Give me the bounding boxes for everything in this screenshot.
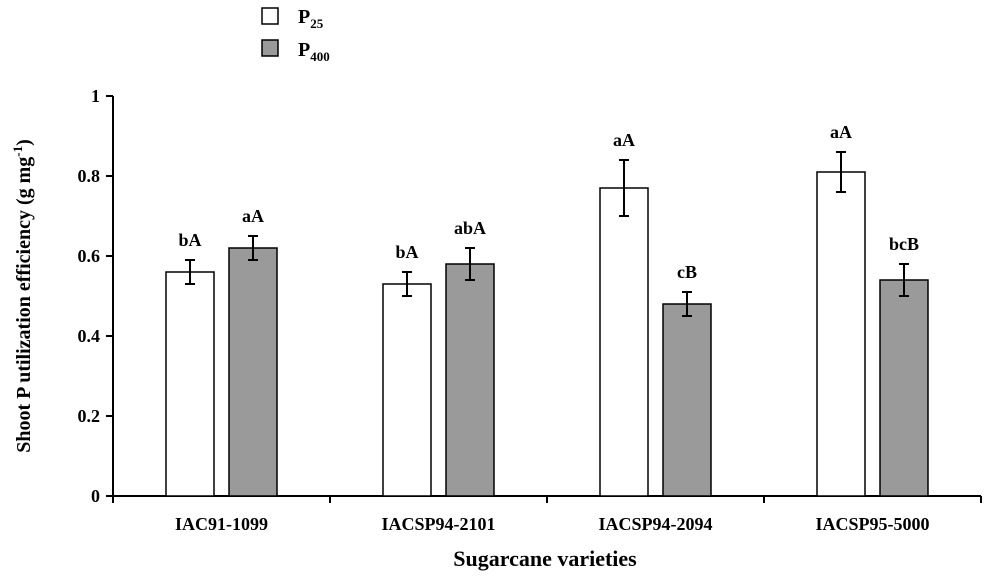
- error-bar: [248, 235, 258, 261]
- legend-label-p400: P400: [298, 39, 330, 64]
- bar-p400: [228, 247, 278, 497]
- significance-label: aA: [613, 130, 635, 150]
- legend-label-p25: P25: [298, 6, 324, 31]
- bar-p25: [165, 271, 215, 497]
- y-tick-label: 0.8: [78, 166, 101, 186]
- bars: [165, 171, 929, 497]
- significance-label: cB: [677, 262, 697, 282]
- error-bar: [682, 291, 692, 317]
- error-bar: [619, 159, 629, 217]
- error-bar: [836, 151, 846, 193]
- error-bar: [899, 263, 909, 297]
- x-tick-label: IACSP94-2101: [381, 514, 495, 534]
- y-tick-label: 0.4: [78, 326, 101, 346]
- significance-label: bA: [178, 230, 201, 250]
- error-bars: [185, 151, 909, 317]
- legend-swatch-p25: [261, 7, 279, 25]
- bar-p400: [879, 279, 929, 497]
- significance-label: abA: [454, 218, 486, 238]
- error-bar: [465, 247, 475, 281]
- y-tick-label: 0.6: [78, 246, 101, 266]
- bar-p400: [445, 263, 495, 497]
- significance-labels: bA aA bA abA aA cB aA bcB: [178, 122, 919, 282]
- bar-p400: [662, 303, 712, 497]
- y-axis-title: Shoot P utilization efficiency (g mg-1): [10, 139, 35, 453]
- x-axis-title: Sugarcane varieties: [453, 546, 637, 571]
- legend: P25 P400: [261, 6, 330, 64]
- y-tick-label: 1: [91, 86, 100, 106]
- error-bar: [402, 271, 412, 297]
- significance-label: aA: [830, 122, 852, 142]
- bar-p25: [816, 171, 866, 497]
- x-tick-label: IACSP94-2094: [598, 514, 712, 534]
- error-bar: [185, 259, 195, 285]
- significance-label: aA: [242, 206, 264, 226]
- bar-p25: [599, 187, 649, 497]
- x-tick-label: IACSP95-5000: [815, 514, 929, 534]
- x-tick-labels: IAC91-1099 IACSP94-2101 IACSP94-2094 IACSP9…: [175, 514, 930, 534]
- significance-label: bcB: [889, 234, 919, 254]
- y-tick-label: 0: [91, 486, 100, 506]
- y-tick-label: 0.2: [78, 406, 101, 426]
- significance-label: bA: [395, 242, 418, 262]
- bar-p25: [382, 283, 432, 497]
- x-tick-label: IAC91-1099: [175, 514, 268, 534]
- legend-swatch-p400: [261, 39, 279, 57]
